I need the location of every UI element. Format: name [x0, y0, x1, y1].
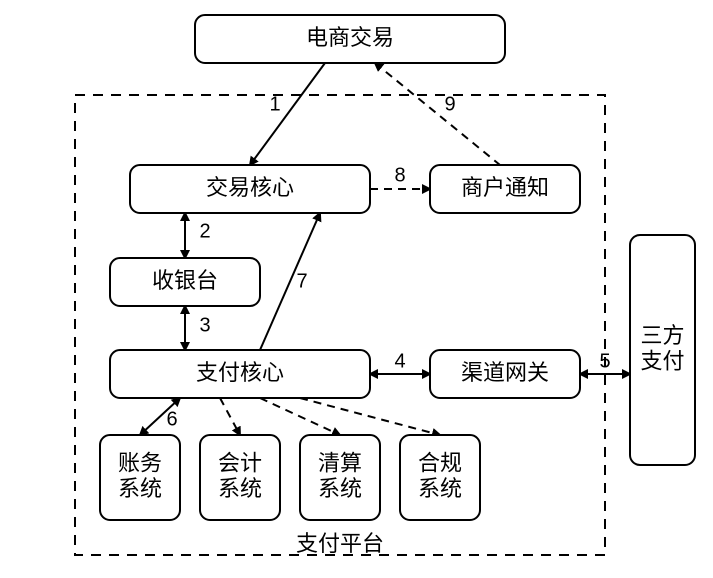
node-label-ledger-line1: 系统 [218, 476, 262, 501]
node-label-compliance-line1: 系统 [418, 476, 462, 501]
edge-e6b [220, 398, 240, 435]
node-label-clearing-line1: 系统 [318, 476, 362, 501]
edge-e6d [300, 398, 440, 435]
edge-label-e4: 4 [394, 350, 405, 372]
edge-label-e9: 9 [444, 93, 455, 115]
container-label: 支付平台 [296, 531, 384, 556]
edge-e9 [375, 63, 500, 165]
node-label-trans_core: 交易核心 [206, 175, 294, 200]
node-label-merchant: 商户通知 [461, 175, 549, 200]
node-label-third_party-line1: 支付 [640, 348, 684, 373]
node-label-accounting-line1: 系统 [118, 476, 162, 501]
node-label-compliance-line0: 合规 [418, 451, 462, 476]
edge-label-e8: 8 [394, 164, 405, 186]
edge-label-e3: 3 [199, 314, 210, 336]
node-label-accounting-line0: 账务 [118, 451, 162, 476]
edge-label-e5: 5 [599, 350, 610, 372]
node-label-ledger-line0: 会计 [218, 451, 262, 476]
edge-label-e6: 6 [166, 408, 177, 430]
node-label-ecommerce: 电商交易 [306, 25, 394, 50]
node-label-cashier: 收银台 [152, 268, 218, 293]
edge-label-e1a: 1 [269, 93, 280, 115]
node-label-pay_core: 支付核心 [196, 360, 284, 385]
payment-system-diagram: 支付平台198237456电商交易交易核心商户通知收银台支付核心渠道网关账务系统… [0, 0, 713, 578]
node-label-channel: 渠道网关 [461, 360, 549, 385]
node-label-third_party-line0: 三方 [640, 323, 684, 348]
edge-label-e7: 7 [296, 270, 307, 292]
edge-e6c [260, 398, 340, 435]
node-label-clearing-line0: 清算 [318, 451, 362, 476]
edge-label-e2: 2 [199, 220, 210, 242]
edge-e1a [250, 63, 325, 165]
edge-e7 [260, 213, 320, 350]
